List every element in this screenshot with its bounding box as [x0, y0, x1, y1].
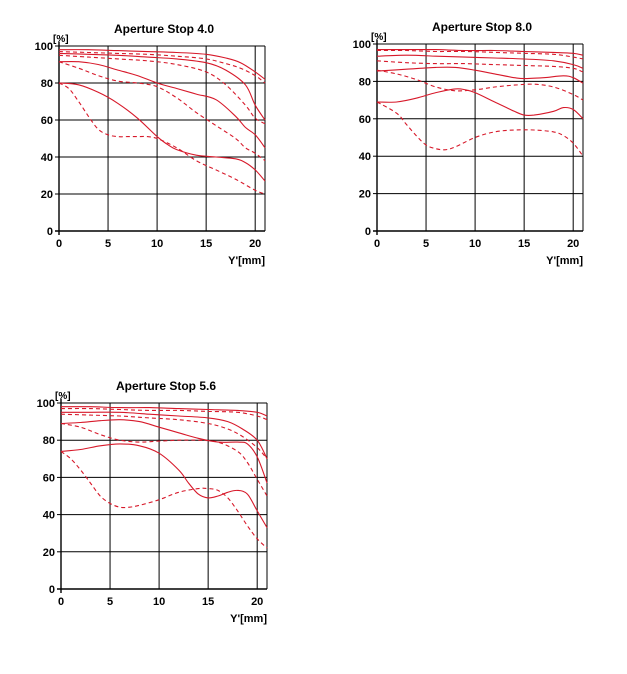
y-tick-label: 60 [41, 115, 53, 127]
y-tick-label: 20 [359, 189, 371, 201]
mtf-curve-7-solid [60, 443, 268, 528]
x-tick-label: 0 [374, 238, 380, 250]
mtf-chart-2: Aperture Stop 8.0 0 20 40 60 80 100[%] 0 5 10 15 20… [353, 20, 584, 267]
y-tick-label: 80 [43, 435, 55, 447]
y-tick-label: 100 [35, 41, 53, 53]
x-tick-label: 15 [518, 238, 530, 250]
y-tick-label: 40 [41, 152, 53, 164]
y-tick-label: 80 [41, 78, 53, 90]
y-tick-label: 20 [43, 547, 55, 559]
y-tick-label: 60 [43, 472, 55, 484]
mtf-curve-3-solid [58, 52, 266, 121]
y-tick-label: 100 [353, 39, 371, 51]
x-tick-label: 0 [58, 596, 64, 608]
mtf-curve-2-dashed [58, 51, 266, 84]
mtf-curve-7-solid [58, 82, 266, 182]
mtf-curve-4-dashed [376, 60, 584, 73]
chart-title: Aperture Stop 4.0 [114, 22, 214, 36]
mtf-curve-3-solid [60, 411, 268, 460]
y-tick-label: 80 [359, 76, 371, 88]
mtf-chart-3: Aperture Stop 5.6 0 20 40 60 80 100[%] 0 5 10 15 20… [37, 379, 268, 625]
mtf-curve-3-solid [376, 54, 584, 69]
mtf-curve-1-solid [377, 49, 584, 56]
y-tick-label: 100 [37, 398, 55, 410]
x-tick-label: 10 [469, 238, 481, 250]
y-tick-label: 0 [49, 584, 55, 596]
mtf-chart-1: Aperture Stop 4.0 0 20 40 60 80 100[%] 0 5 10 15 20… [35, 22, 266, 267]
mtf-curve-5-solid [376, 66, 584, 84]
x-tick-label: 20 [249, 238, 261, 250]
mtf-curve-5-solid [60, 419, 268, 484]
y-axis-unit: [%] [53, 34, 69, 45]
mtf-curve-1-solid [60, 406, 268, 417]
mtf-curve-8-dashed [58, 82, 266, 195]
mtf-curve-8-dashed [376, 101, 584, 157]
x-tick-label: 20 [251, 596, 263, 608]
mtf-curve-5-solid [58, 60, 266, 149]
mtf-curve-4-dashed [60, 413, 268, 460]
y-tick-label: 20 [41, 189, 53, 201]
mtf-curve-2-dashed [376, 49, 584, 60]
mtf-curve-7-solid [376, 88, 584, 120]
x-tick-label: 15 [200, 238, 212, 250]
y-tick-label: 0 [365, 226, 371, 238]
y-tick-label: 60 [359, 114, 371, 126]
chart-title: Aperture Stop 8.0 [432, 20, 532, 34]
mtf-curve-4-dashed [58, 54, 266, 125]
x-tick-label: 10 [151, 238, 163, 250]
x-tick-label: 20 [567, 238, 579, 250]
mtf-curve-6-dashed [376, 69, 584, 101]
x-tick-label: 5 [423, 238, 429, 250]
y-axis-unit: [%] [55, 391, 71, 402]
mtf-curve-8-dashed [60, 450, 268, 549]
x-axis-label: Y'[mm] [228, 255, 265, 267]
x-tick-label: 15 [202, 596, 214, 608]
mtf-curve-2-dashed [60, 407, 268, 421]
x-tick-label: 10 [153, 596, 165, 608]
x-tick-label: 5 [107, 596, 113, 608]
y-tick-label: 40 [359, 151, 371, 163]
mtf-curve-1-solid [58, 49, 266, 80]
mtf-curve-6-dashed [58, 61, 266, 162]
y-tick-label: 0 [47, 226, 53, 238]
mtf-curve-6-dashed [60, 422, 268, 497]
x-tick-label: 5 [105, 238, 111, 250]
chart-title: Aperture Stop 5.6 [116, 379, 216, 393]
y-tick-label: 40 [43, 510, 55, 522]
x-axis-label: Y'[mm] [230, 613, 267, 625]
x-tick-label: 0 [56, 238, 62, 250]
x-axis-label: Y'[mm] [546, 255, 583, 267]
y-axis-unit: [%] [371, 32, 387, 43]
